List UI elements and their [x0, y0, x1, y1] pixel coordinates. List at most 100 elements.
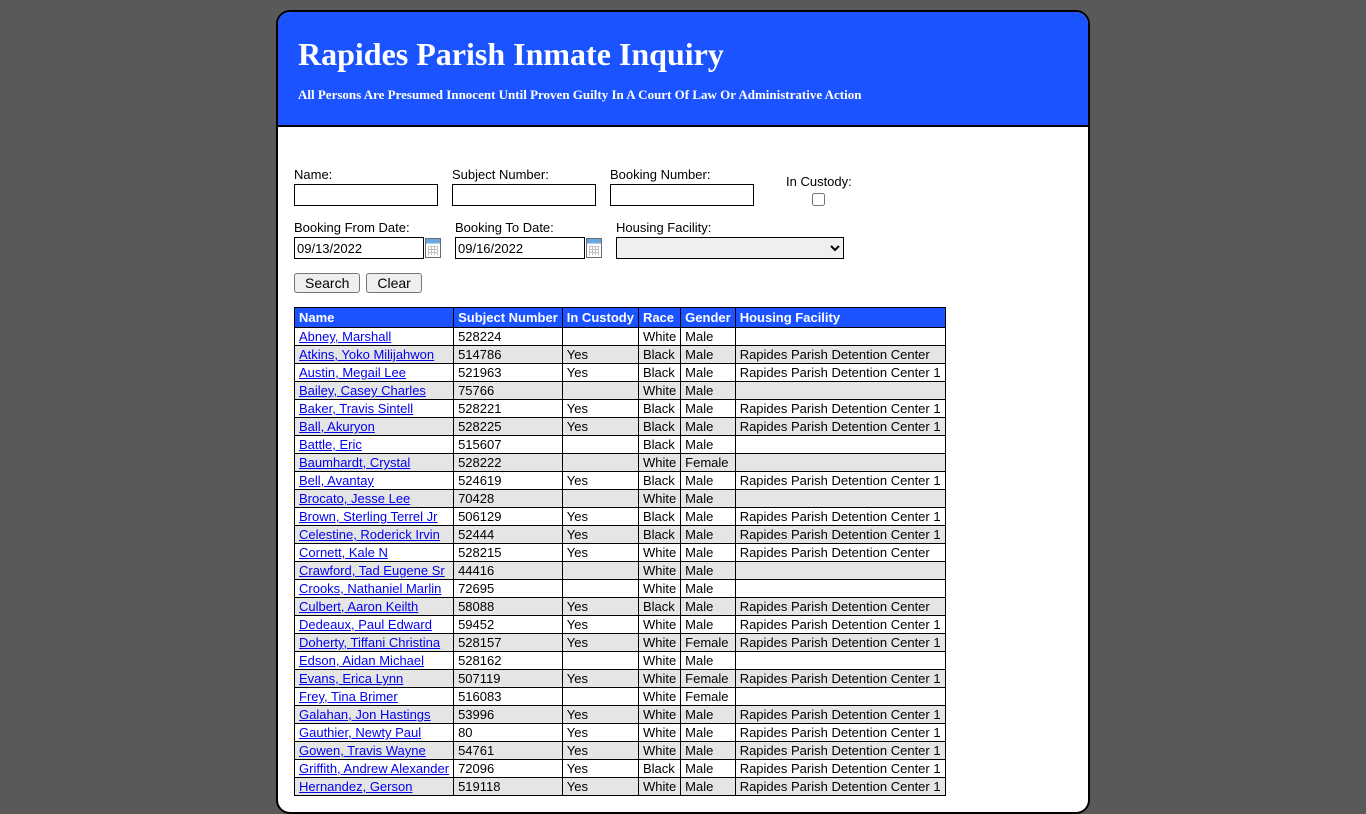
data-cell: Male — [681, 742, 736, 760]
data-cell: 58088 — [454, 598, 563, 616]
data-cell — [562, 562, 638, 580]
name-cell: Gauthier, Newty Paul — [295, 724, 454, 742]
inmate-link[interactable]: Gowen, Travis Wayne — [299, 743, 426, 758]
data-cell: 519118 — [454, 778, 563, 796]
data-cell: Male — [681, 364, 736, 382]
booking-to-input[interactable] — [455, 237, 585, 259]
data-cell — [735, 328, 945, 346]
data-cell: Male — [681, 544, 736, 562]
name-cell: Evans, Erica Lynn — [295, 670, 454, 688]
inmate-link[interactable]: Atkins, Yoko Milijahwon — [299, 347, 434, 362]
data-cell — [562, 436, 638, 454]
inmate-link[interactable]: Dedeaux, Paul Edward — [299, 617, 432, 632]
data-cell: Black — [638, 472, 680, 490]
booking-from-input[interactable] — [294, 237, 424, 259]
name-cell: Atkins, Yoko Milijahwon — [295, 346, 454, 364]
table-row: Griffith, Andrew Alexander72096YesBlackM… — [295, 760, 946, 778]
data-cell: Black — [638, 526, 680, 544]
column-header: Gender — [681, 308, 736, 328]
inmate-link[interactable]: Doherty, Tiffani Christina — [299, 635, 440, 650]
table-header: NameSubject NumberIn CustodyRaceGenderHo… — [295, 308, 946, 328]
data-cell: Male — [681, 760, 736, 778]
table-row: Edson, Aidan Michael528162WhiteMale — [295, 652, 946, 670]
inmate-link[interactable]: Abney, Marshall — [299, 329, 391, 344]
calendar-icon[interactable] — [425, 238, 441, 258]
inmate-link[interactable]: Edson, Aidan Michael — [299, 653, 424, 668]
booking-from-group: Booking From Date: — [294, 220, 441, 259]
data-cell: Rapides Parish Detention Center 1 — [735, 418, 945, 436]
table-row: Crawford, Tad Eugene Sr44416WhiteMale — [295, 562, 946, 580]
data-cell: White — [638, 778, 680, 796]
data-cell: 53996 — [454, 706, 563, 724]
in-custody-checkbox[interactable] — [812, 193, 825, 206]
inmate-link[interactable]: Frey, Tina Brimer — [299, 689, 398, 704]
name-cell: Edson, Aidan Michael — [295, 652, 454, 670]
subject-number-input[interactable] — [452, 184, 596, 206]
data-cell: Yes — [562, 472, 638, 490]
inmate-link[interactable]: Griffith, Andrew Alexander — [299, 761, 449, 776]
data-cell: Yes — [562, 544, 638, 562]
table-row: Evans, Erica Lynn507119YesWhiteFemaleRap… — [295, 670, 946, 688]
inmate-link[interactable]: Evans, Erica Lynn — [299, 671, 403, 686]
inmate-link[interactable]: Hernandez, Gerson — [299, 779, 412, 794]
data-cell: Rapides Parish Detention Center 1 — [735, 472, 945, 490]
data-cell — [735, 688, 945, 706]
name-input[interactable] — [294, 184, 438, 206]
header-row: NameSubject NumberIn CustodyRaceGenderHo… — [295, 308, 946, 328]
data-cell: 507119 — [454, 670, 563, 688]
clear-button[interactable]: Clear — [366, 273, 421, 293]
inmate-link[interactable]: Baumhardt, Crystal — [299, 455, 410, 470]
page-title: Rapides Parish Inmate Inquiry — [298, 36, 1068, 73]
inmate-link[interactable]: Crooks, Nathaniel Marlin — [299, 581, 441, 596]
data-cell: Rapides Parish Detention Center 1 — [735, 778, 945, 796]
name-cell: Celestine, Roderick Irvin — [295, 526, 454, 544]
data-cell: Male — [681, 706, 736, 724]
data-cell: White — [638, 616, 680, 634]
calendar-icon[interactable] — [586, 238, 602, 258]
data-cell: 506129 — [454, 508, 563, 526]
inmate-link[interactable]: Baker, Travis Sintell — [299, 401, 413, 416]
data-cell: Rapides Parish Detention Center 1 — [735, 706, 945, 724]
booking-number-input[interactable] — [610, 184, 754, 206]
table-row: Bailey, Casey Charles75766WhiteMale — [295, 382, 946, 400]
inmate-link[interactable]: Brown, Sterling Terrel Jr — [299, 509, 437, 524]
data-cell: Yes — [562, 526, 638, 544]
inmate-link[interactable]: Austin, Megail Lee — [299, 365, 406, 380]
name-cell: Culbert, Aaron Keilth — [295, 598, 454, 616]
data-cell: Male — [681, 346, 736, 364]
data-cell: 75766 — [454, 382, 563, 400]
inmate-link[interactable]: Culbert, Aaron Keilth — [299, 599, 418, 614]
inmate-link[interactable]: Cornett, Kale N — [299, 545, 388, 560]
inmate-link[interactable]: Bell, Avantay — [299, 473, 374, 488]
data-cell: Black — [638, 598, 680, 616]
inmate-link[interactable]: Brocato, Jesse Lee — [299, 491, 410, 506]
data-cell: Yes — [562, 760, 638, 778]
inmate-link[interactable]: Crawford, Tad Eugene Sr — [299, 563, 445, 578]
inmate-link[interactable]: Gauthier, Newty Paul — [299, 725, 421, 740]
housing-facility-select[interactable] — [616, 237, 844, 259]
inmate-link[interactable]: Celestine, Roderick Irvin — [299, 527, 440, 542]
data-cell: White — [638, 580, 680, 598]
data-cell: Yes — [562, 400, 638, 418]
data-cell: Rapides Parish Detention Center 1 — [735, 508, 945, 526]
data-cell: Yes — [562, 508, 638, 526]
data-cell: 514786 — [454, 346, 563, 364]
data-cell: 80 — [454, 724, 563, 742]
data-cell: Yes — [562, 724, 638, 742]
booking-from-label: Booking From Date: — [294, 220, 441, 235]
inmate-link[interactable]: Ball, Akuryon — [299, 419, 375, 434]
data-cell: 528215 — [454, 544, 563, 562]
search-button[interactable]: Search — [294, 273, 360, 293]
data-cell: White — [638, 688, 680, 706]
inmate-link[interactable]: Battle, Eric — [299, 437, 362, 452]
housing-facility-label: Housing Facility: — [616, 220, 844, 235]
data-cell: White — [638, 652, 680, 670]
data-cell: Yes — [562, 598, 638, 616]
booking-to-group: Booking To Date: — [455, 220, 602, 259]
column-header: Name — [295, 308, 454, 328]
data-cell: Female — [681, 454, 736, 472]
inmate-link[interactable]: Bailey, Casey Charles — [299, 383, 426, 398]
data-cell: Rapides Parish Detention Center 1 — [735, 742, 945, 760]
inmate-link[interactable]: Galahan, Jon Hastings — [299, 707, 431, 722]
data-cell: Black — [638, 400, 680, 418]
